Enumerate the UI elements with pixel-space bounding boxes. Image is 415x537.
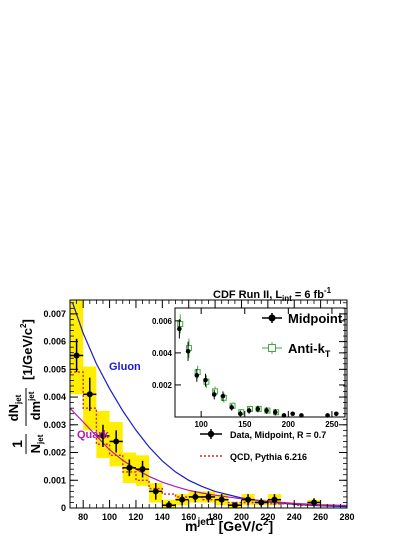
inset-midpoint-point-6 [229,404,234,411]
inset-midpoint-point-7 [238,410,243,417]
svg-text:dmjet: dmjet [27,391,43,420]
inset-midpoint-point-5 [220,391,226,401]
inset-tick-labels: 100 150 200 250 0.002 0.004 0.006 [152,317,339,429]
inset-midpoint-point-4 [211,389,217,400]
svg-text:[1/GeV/c2]: [1/GeV/c2] [19,319,35,380]
inset-midpoint-point-13 [290,411,295,417]
x-tick-label-6: 200 [234,512,249,522]
x-tick-label-9: 260 [313,512,328,522]
main-plot: 80 100 120 140 160 180 200 220 240 260 280 0 0.001 0.… [43,299,355,522]
y-tick-label-5: 0.005 [43,364,66,374]
inset-midpoint-point-3 [203,373,208,387]
svg-text:Anti-kT: Anti-kT [288,341,331,359]
legend-entry-qcd: QCD, Pythia 6.216 [200,452,307,462]
svg-text:Data, Midpoint, R = 0.7: Data, Midpoint, R = 0.7 [230,430,326,440]
inset-data-layer [177,314,339,418]
systematic-band-layer [70,300,321,508]
inset-plot: 100 150 200 250 0.002 0.004 0.006 [152,307,346,429]
x-axis-label: mjet1 [GeV/c2] [185,517,273,534]
quark-label: Quark [77,429,110,441]
chart-title: CDF Run II, Lint = 6 fb-1 [213,286,332,303]
data-point-3 [109,430,123,453]
inset-legend: Midpoint Anti-kT [262,311,343,359]
main-legend: Data, Midpoint, R = 0.7 QCD, Pythia 6.21… [200,429,326,462]
data-point-1 [83,377,97,411]
plot-frame [69,299,348,509]
data-point-16 [307,498,321,507]
data-point-13 [241,494,255,506]
x-tick-label-4: 160 [181,512,196,522]
inset-midpoint-point-1 [185,341,191,361]
svg-text:Midpoint: Midpoint [288,311,343,326]
theory-curves-layer [69,302,348,508]
quark-curve [69,407,348,507]
inset-midpoint-point-8 [246,407,252,414]
legend-entry-data: Data, Midpoint, R = 0.7 [200,429,326,440]
data-point-11 [215,494,229,506]
data-points-layer [70,338,321,509]
svg-text:QCD, Pythia 6.216: QCD, Pythia 6.216 [230,452,307,462]
inset-y-tick-label-2: 0.006 [152,317,173,326]
inset-axis-ticks [175,308,345,417]
gluon-curve [72,302,348,508]
axis-ticks [69,300,348,509]
data-point-0 [70,338,84,373]
data-point-15 [267,494,282,506]
data-point-5 [135,460,150,478]
inset-midpoint-point-0 [177,319,182,339]
inset-x-tick-label-3: 250 [325,420,339,429]
inset-antikt-point-1 [185,338,192,358]
inset-legend-midpoint: Midpoint [262,311,343,326]
tick-labels: 80 100 120 140 160 180 200 220 240 260 280 0 0.001 0.… [43,309,354,522]
y-tick-label-0: 0 [61,503,66,513]
y-tick-label-3: 0.003 [43,420,66,430]
svg-text:1: 1 [9,440,25,448]
x-tick-label-0: 80 [78,512,88,522]
inset-midpoint-point-2 [194,368,200,382]
y-tick-label-1: 0.001 [43,475,66,485]
y-axis-label: 1 Njet dNjet dmjet [1/GeV/c2] [6,319,45,454]
y-tick-label-6: 0.006 [43,337,66,347]
data-point-8 [175,494,189,506]
inset-y-tick-label-1: 0.004 [152,349,173,358]
inset-x-tick-label-0: 100 [194,420,208,429]
x-tick-label-5: 180 [208,512,223,522]
inset-legend-antikt: Anti-kT [262,341,331,359]
svg-text:Njet: Njet [28,434,45,453]
data-point-6 [149,483,163,500]
y-tick-label-4: 0.004 [43,392,66,402]
x-tick-label-2: 120 [128,512,143,522]
svg-text:dNjet: dNjet [6,394,23,421]
inset-midpoint-point-11 [272,408,278,416]
data-point-9 [188,491,202,503]
inset-midpoint-point-9 [255,405,261,413]
inset-y-tick-label-0: 0.002 [152,381,173,390]
y-tick-label-7: 0.007 [43,309,66,319]
x-tick-label-8: 240 [287,512,302,522]
inset-midpoint-point-16 [333,411,339,417]
y-tick-label-2: 0.002 [43,448,66,458]
x-tick-label-1: 100 [102,512,117,522]
data-point-2 [96,424,110,447]
gluon-label: Gluon [109,361,141,373]
data-point-4 [122,459,136,477]
data-point-10 [201,491,216,503]
inset-x-tick-label-2: 200 [282,420,296,429]
x-tick-label-7: 220 [260,512,275,522]
inset-midpoint-point-10 [264,407,269,414]
x-tick-label-3: 140 [155,512,170,522]
x-tick-label-10: 280 [339,512,354,522]
inset-x-tick-label-1: 150 [238,420,252,429]
inset-frame [174,307,346,418]
